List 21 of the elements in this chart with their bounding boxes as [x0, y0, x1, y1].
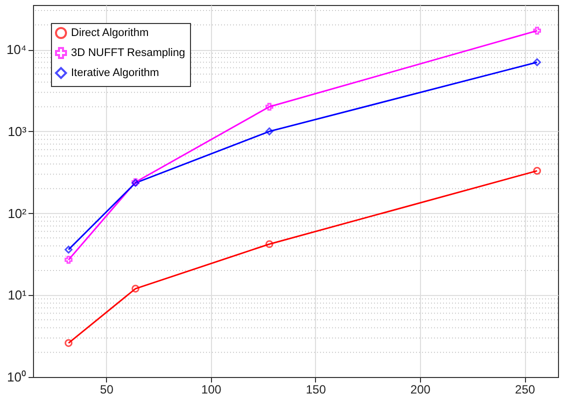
legend-label: Direct Algorithm	[71, 27, 149, 39]
point	[64, 256, 72, 264]
point	[265, 102, 274, 111]
point	[533, 58, 541, 66]
point	[265, 240, 274, 248]
point	[64, 246, 72, 254]
y-tick-label: 10²	[8, 206, 28, 221]
y-tick-label: 10¹	[8, 288, 28, 303]
point	[533, 26, 541, 35]
x-tick-label: 150	[306, 382, 326, 396]
y-tick-label: 10³	[8, 124, 28, 139]
point	[265, 127, 274, 136]
legend-label: Iterative Algorithm	[71, 67, 160, 79]
x-tick-label: 100	[201, 382, 222, 396]
x-tick-label: 200	[410, 382, 431, 396]
x-tick-label: 250	[515, 382, 536, 396]
y-tick-label: 10⁰	[7, 370, 26, 384]
y-tick-label: 10⁴	[6, 42, 26, 58]
point	[132, 284, 140, 293]
legend-label: 3D NUFFT Resampling	[71, 47, 186, 59]
x-tick-label: 50	[100, 382, 114, 396]
